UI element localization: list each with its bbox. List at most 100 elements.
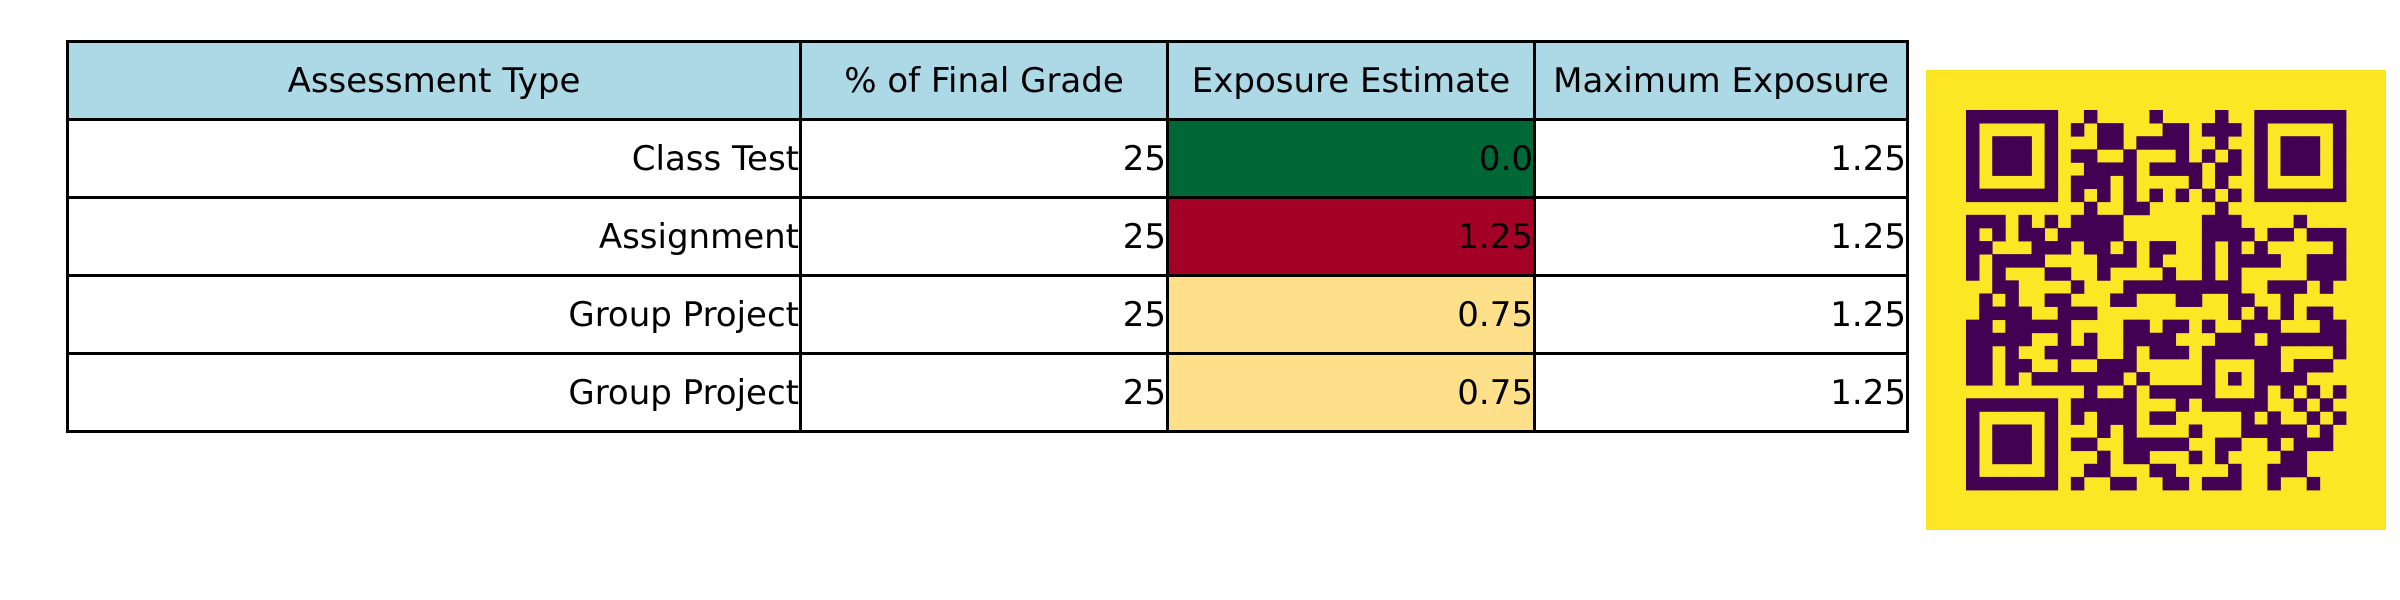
qr-module (2123, 332, 2137, 347)
qr-module (1979, 372, 1993, 386)
qr-module (2097, 227, 2111, 242)
qr-module (2083, 345, 2098, 360)
qr-module (2070, 280, 2085, 294)
qr-module (2267, 332, 2281, 347)
qr-module (2070, 372, 2085, 386)
qr-module (2254, 110, 2268, 124)
qr-module (2319, 254, 2334, 268)
qr-module (2332, 332, 2347, 347)
qr-module (2149, 345, 2163, 360)
qr-module (2070, 411, 2085, 425)
qr-module (2162, 319, 2177, 334)
qr-module (2306, 162, 2321, 176)
qr-module (2044, 110, 2059, 124)
column-header-exposure-estimate: Exposure Estimate (1166, 40, 1536, 121)
qr-module (2188, 450, 2203, 465)
qr-module (2097, 175, 2111, 190)
qr-module (2214, 201, 2229, 216)
qr-module (2018, 450, 2032, 465)
qr-module (2332, 188, 2347, 203)
qr-module (2267, 319, 2281, 334)
qr-module (2332, 411, 2347, 425)
qr-module (2018, 227, 2032, 242)
qr-module (2018, 332, 2032, 347)
qr-module (2123, 476, 2137, 491)
qr-module (2070, 345, 2085, 360)
qr-module (2083, 110, 2098, 124)
qr-module (2214, 227, 2229, 242)
cell-percent-final-grade: 25 (799, 274, 1169, 355)
qr-module (2267, 463, 2281, 478)
qr-module (2162, 136, 2177, 150)
qr-module (2241, 345, 2255, 360)
qr-module (2319, 110, 2334, 124)
qr-module (2254, 188, 2268, 203)
qr-module (2123, 385, 2137, 399)
qr-module (2123, 319, 2137, 334)
qr-module (2214, 332, 2229, 347)
qr-module (2031, 254, 2046, 268)
qr-module (2044, 372, 2059, 386)
qr-module (2083, 332, 2098, 347)
qr-module (2175, 123, 2190, 137)
qr-module (2188, 175, 2203, 190)
qr-module (1979, 319, 1993, 334)
qr-module (2005, 254, 2019, 268)
qr-module (2319, 424, 2334, 438)
qr-module (2228, 188, 2242, 203)
qr-module (2175, 293, 2190, 307)
qr-module (2241, 319, 2255, 334)
qr-module (2031, 110, 2046, 124)
qr-module (2201, 267, 2216, 281)
qr-module (2201, 123, 2216, 137)
qr-module (2188, 280, 2203, 294)
qr-module (2097, 463, 2111, 478)
qr-module (2254, 385, 2268, 399)
qr-module (2280, 332, 2294, 347)
qr-module (2319, 227, 2334, 242)
qr-module (2123, 398, 2137, 412)
qr-module (2110, 136, 2124, 150)
qr-module (2228, 123, 2242, 137)
column-header-percent-final-grade: % of Final Grade (799, 40, 1169, 121)
cell-assessment-type: Class Test (66, 118, 802, 199)
qr-module (2044, 188, 2059, 203)
qr-module (1966, 398, 1980, 412)
qr-module (2110, 227, 2124, 242)
qr-module (2110, 293, 2124, 307)
qr-module (1966, 437, 1980, 452)
qr-module (2057, 372, 2072, 386)
qr-module (2057, 319, 2072, 334)
qr-module (1966, 123, 1980, 137)
qr-module (2254, 241, 2268, 255)
qr-module (2149, 385, 2163, 399)
qr-module (2018, 254, 2032, 268)
qr-module (2018, 188, 2032, 203)
cell-maximum-exposure: 1.25 (1533, 352, 1909, 433)
qr-module (2162, 437, 2177, 452)
qr-module (2123, 411, 2137, 425)
qr-module (2332, 123, 2347, 137)
qr-module (2228, 267, 2242, 281)
qr-module (2005, 424, 2019, 438)
qr-module (2175, 437, 2190, 452)
qr-module (2097, 358, 2111, 373)
qr-module (2214, 437, 2229, 452)
qr-module (2228, 372, 2242, 386)
qr-module (2110, 372, 2124, 386)
qr-module (2214, 123, 2229, 137)
qr-module (2175, 136, 2190, 150)
qr-module (2280, 372, 2294, 386)
qr-module (2267, 411, 2281, 425)
qr-module (2123, 358, 2137, 373)
qr-module (2044, 293, 2059, 307)
qr-module (2254, 306, 2268, 321)
qr-module (2241, 424, 2255, 438)
qr-module (2162, 463, 2177, 478)
qr-module (2162, 241, 2177, 255)
qr-module (1992, 437, 2006, 452)
qr-module (2319, 280, 2334, 294)
qr-module (2018, 136, 2032, 150)
qr-module (2070, 306, 2085, 321)
qr-module (2162, 267, 2177, 281)
